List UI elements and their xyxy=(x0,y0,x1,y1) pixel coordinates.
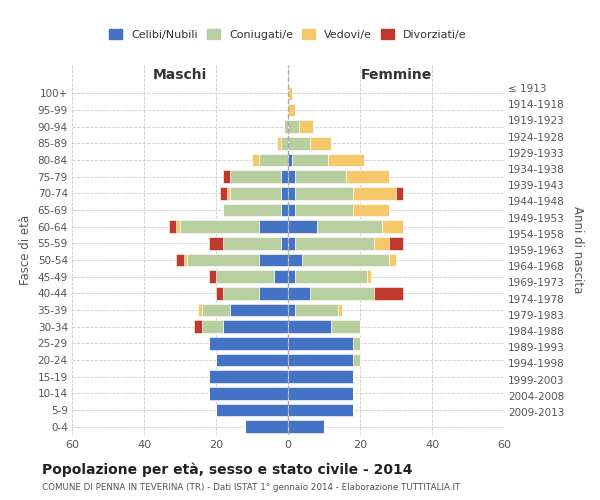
Bar xyxy=(176,220,180,233)
Bar xyxy=(202,320,223,333)
Bar xyxy=(292,154,328,166)
Bar xyxy=(277,137,281,149)
Bar xyxy=(317,220,382,233)
Bar xyxy=(230,187,281,200)
Bar xyxy=(288,270,295,283)
Bar xyxy=(245,420,288,433)
Bar xyxy=(223,287,259,300)
Bar xyxy=(223,170,230,183)
Bar xyxy=(209,237,223,250)
Text: Maschi: Maschi xyxy=(153,68,207,82)
Bar xyxy=(299,120,313,133)
Bar xyxy=(288,237,295,250)
Bar xyxy=(288,420,324,433)
Bar xyxy=(176,254,184,266)
Bar xyxy=(374,287,403,300)
Bar xyxy=(288,404,353,416)
Bar xyxy=(216,270,274,283)
Bar xyxy=(288,120,299,133)
Bar xyxy=(180,220,259,233)
Bar xyxy=(259,254,288,266)
Bar xyxy=(184,254,187,266)
Bar xyxy=(288,287,310,300)
Bar xyxy=(353,204,389,216)
Bar xyxy=(223,237,281,250)
Legend: Celibi/Nubili, Coniugati/e, Vedovi/e, Divorziati/e: Celibi/Nubili, Coniugati/e, Vedovi/e, Di… xyxy=(106,26,470,44)
Bar xyxy=(288,254,302,266)
Bar xyxy=(209,370,288,383)
Bar xyxy=(169,220,176,233)
Bar xyxy=(288,354,353,366)
Bar xyxy=(389,254,396,266)
Bar xyxy=(288,220,317,233)
Bar xyxy=(346,170,389,183)
Bar xyxy=(230,304,288,316)
Bar xyxy=(353,337,360,349)
Bar xyxy=(274,270,288,283)
Bar xyxy=(288,370,353,383)
Bar xyxy=(288,204,295,216)
Bar xyxy=(295,170,346,183)
Bar xyxy=(209,337,288,349)
Bar xyxy=(389,237,403,250)
Bar xyxy=(259,287,288,300)
Bar xyxy=(382,220,403,233)
Bar xyxy=(194,320,202,333)
Y-axis label: Anni di nascita: Anni di nascita xyxy=(571,206,584,294)
Bar xyxy=(331,320,360,333)
Bar xyxy=(216,287,223,300)
Bar xyxy=(310,287,374,300)
Bar xyxy=(396,187,403,200)
Bar xyxy=(288,337,353,349)
Y-axis label: Fasce di età: Fasce di età xyxy=(19,215,32,285)
Bar xyxy=(374,237,389,250)
Bar xyxy=(202,304,230,316)
Bar xyxy=(288,187,295,200)
Bar xyxy=(198,304,202,316)
Bar xyxy=(353,187,396,200)
Bar xyxy=(288,320,331,333)
Bar xyxy=(295,187,353,200)
Bar xyxy=(209,270,216,283)
Bar xyxy=(328,154,364,166)
Bar xyxy=(367,270,371,283)
Bar xyxy=(338,304,342,316)
Bar xyxy=(284,120,288,133)
Bar xyxy=(288,304,295,316)
Bar xyxy=(252,154,259,166)
Bar xyxy=(295,237,374,250)
Bar xyxy=(220,187,227,200)
Text: Femmine: Femmine xyxy=(361,68,431,82)
Bar xyxy=(259,154,288,166)
Bar xyxy=(187,254,259,266)
Bar xyxy=(281,237,288,250)
Bar xyxy=(209,387,288,400)
Bar xyxy=(223,320,288,333)
Bar xyxy=(288,387,353,400)
Bar xyxy=(288,170,295,183)
Bar xyxy=(295,204,353,216)
Bar xyxy=(295,304,338,316)
Bar xyxy=(295,270,367,283)
Bar xyxy=(281,187,288,200)
Bar xyxy=(216,354,288,366)
Text: COMUNE DI PENNA IN TEVERINA (TR) - Dati ISTAT 1° gennaio 2014 - Elaborazione TUT: COMUNE DI PENNA IN TEVERINA (TR) - Dati … xyxy=(42,484,460,492)
Bar xyxy=(310,137,331,149)
Bar xyxy=(288,154,292,166)
Bar xyxy=(216,404,288,416)
Bar xyxy=(259,220,288,233)
Bar xyxy=(281,204,288,216)
Bar xyxy=(302,254,389,266)
Bar xyxy=(227,187,230,200)
Bar xyxy=(353,354,360,366)
Bar xyxy=(230,170,281,183)
Bar xyxy=(223,204,281,216)
Bar xyxy=(288,87,292,100)
Bar xyxy=(288,104,295,116)
Bar xyxy=(288,137,310,149)
Text: Popolazione per età, sesso e stato civile - 2014: Popolazione per età, sesso e stato civil… xyxy=(42,462,413,477)
Bar xyxy=(281,137,288,149)
Bar xyxy=(281,170,288,183)
